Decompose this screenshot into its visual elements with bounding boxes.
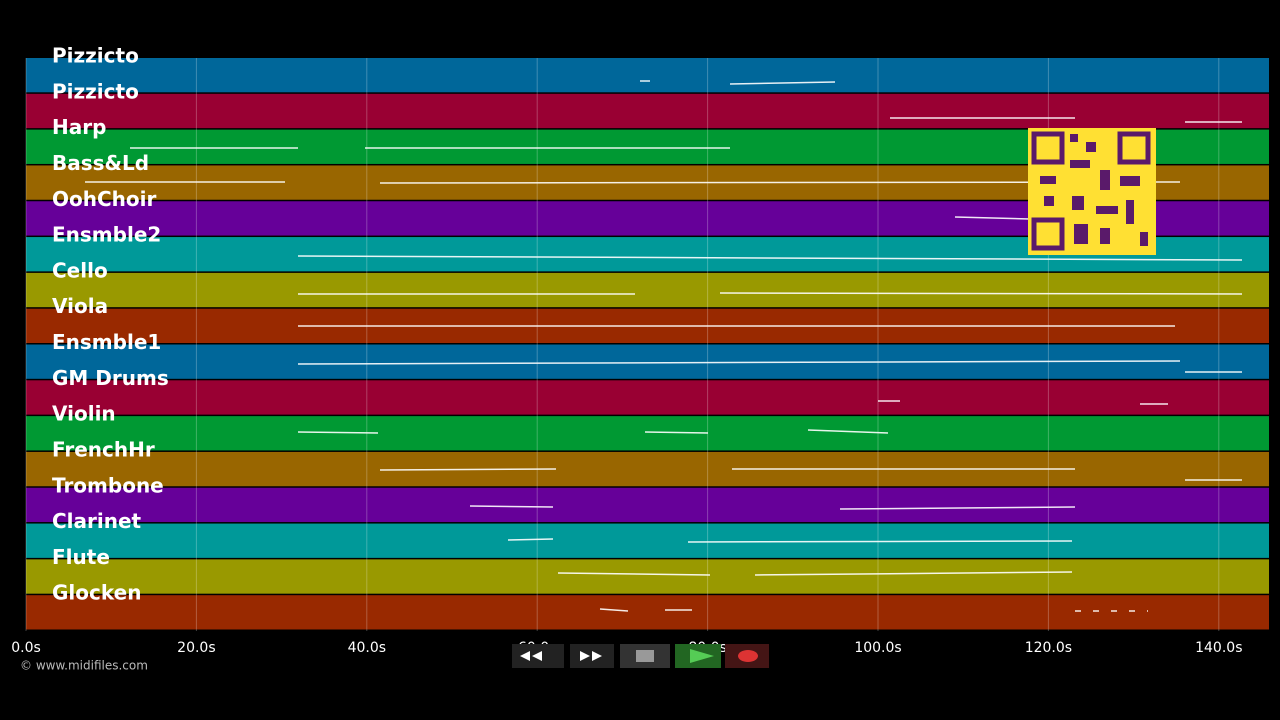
note bbox=[297, 431, 379, 434]
qr-code bbox=[1028, 128, 1156, 255]
track-label: Viola bbox=[52, 294, 108, 318]
track-label: Bass&Ld bbox=[52, 151, 149, 175]
track-row bbox=[26, 272, 1269, 308]
note bbox=[729, 81, 836, 85]
track-row bbox=[26, 487, 1269, 523]
qr-finder bbox=[1117, 131, 1151, 165]
note bbox=[599, 608, 629, 612]
track-label: Ensmble1 bbox=[52, 330, 161, 354]
time-label: 40.0s bbox=[348, 640, 386, 656]
qr-finder bbox=[1031, 131, 1065, 165]
note bbox=[644, 431, 709, 434]
track-label: Trombone bbox=[52, 473, 164, 497]
track-row bbox=[26, 416, 1269, 451]
track-row bbox=[26, 451, 1269, 487]
note bbox=[839, 506, 1076, 510]
record-icon bbox=[738, 650, 758, 662]
note bbox=[507, 538, 554, 541]
note bbox=[379, 468, 557, 471]
track-row bbox=[26, 58, 1269, 93]
note bbox=[297, 360, 1181, 365]
track-label: Cello bbox=[52, 258, 108, 282]
note bbox=[954, 216, 1031, 220]
note bbox=[297, 255, 1243, 261]
track-label: Clarinet bbox=[52, 509, 142, 533]
transport bbox=[512, 644, 769, 668]
track-label: Violin bbox=[52, 402, 116, 426]
note bbox=[469, 505, 554, 508]
track-label: Harp bbox=[52, 115, 106, 139]
forward-icon bbox=[580, 651, 602, 661]
track-label: GM Drums bbox=[52, 366, 169, 390]
track-row bbox=[26, 93, 1269, 129]
track-label: Ensmble2 bbox=[52, 223, 161, 247]
time-label: 140.0s bbox=[1195, 640, 1242, 656]
track-row bbox=[26, 523, 1269, 558]
play-icon bbox=[690, 649, 714, 663]
track-label: OohChoir bbox=[52, 187, 156, 211]
track-label: Flute bbox=[52, 545, 110, 569]
track-row bbox=[26, 595, 1269, 630]
time-label: 100.0s bbox=[854, 640, 901, 656]
note bbox=[687, 540, 1073, 543]
track-label: Pizzicto bbox=[52, 79, 139, 103]
qr-finder bbox=[1031, 217, 1065, 251]
stop-icon bbox=[636, 650, 654, 662]
rewind-icon bbox=[520, 651, 542, 661]
time-grid bbox=[25, 58, 1220, 631]
note bbox=[719, 292, 1243, 295]
time-label: 0.0s bbox=[11, 640, 41, 656]
track-row bbox=[26, 380, 1269, 415]
time-label: 20.0s bbox=[177, 640, 215, 656]
note bbox=[557, 572, 711, 576]
track-row bbox=[26, 559, 1269, 594]
track-label: FrenchHr bbox=[52, 437, 155, 461]
track-label: Glocken bbox=[52, 581, 141, 605]
notes bbox=[85, 80, 1243, 612]
copyright: © www.midifiles.com bbox=[20, 659, 148, 673]
time-label: 120.0s bbox=[1025, 640, 1072, 656]
note bbox=[807, 429, 889, 434]
track-label: Pizzicto bbox=[52, 44, 139, 68]
note bbox=[754, 571, 1073, 576]
